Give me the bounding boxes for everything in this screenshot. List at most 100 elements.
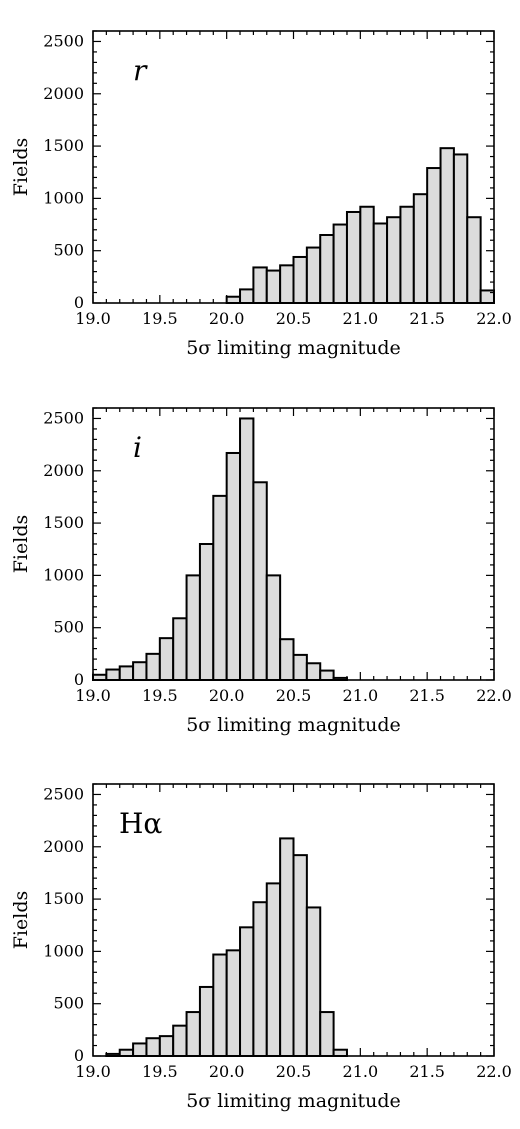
y-tick-label: 500 — [53, 618, 84, 637]
x-axis-title: 5σ limiting magnitude — [186, 337, 401, 359]
x-tick-label: 21.5 — [409, 1062, 445, 1081]
histogram-bar — [252, 266, 268, 304]
panel-label: Hα — [119, 807, 162, 840]
histogram-bar — [225, 949, 242, 1057]
histogram-bar — [198, 985, 215, 1058]
x-tick-label: 20.5 — [276, 686, 312, 705]
y-tick-label: 2000 — [43, 837, 84, 856]
histogram-bar — [118, 665, 135, 682]
y-tick-label: 1000 — [43, 565, 84, 584]
histogram-bar — [279, 837, 295, 1058]
x-tick-label: 19.0 — [75, 309, 111, 328]
histogram-bar — [466, 216, 482, 304]
histogram-bar — [252, 481, 268, 681]
histogram-panel-3: 19.0 19.5 20.0 20.5 21.0 21.5 22.0 0 500 1000 1500… — [10, 783, 512, 1112]
histogram-bar — [279, 264, 295, 305]
histogram-bar — [305, 662, 322, 681]
x-tick-label: 21.0 — [343, 1062, 379, 1081]
y-axis-title: Fields — [10, 138, 32, 197]
y-tick-label: 2500 — [43, 784, 84, 803]
x-tick-label: 21.5 — [409, 686, 445, 705]
y-tick-label: 0 — [74, 1046, 84, 1065]
histogram-bar — [319, 669, 335, 681]
histogram-bar — [265, 574, 282, 682]
histogram-bar — [158, 1035, 175, 1057]
histogram-bar — [359, 205, 375, 304]
histogram-bar — [185, 1011, 201, 1057]
histogram-bar — [319, 1011, 335, 1057]
x-tick-label: 21.5 — [409, 309, 445, 328]
histogram-bar — [225, 451, 242, 681]
x-tick-label: 20.0 — [209, 309, 245, 328]
histogram-bar — [132, 1042, 148, 1058]
y-tick-label: 1500 — [43, 889, 84, 908]
y-tick-label: 0 — [74, 670, 84, 689]
histogram-bar — [239, 926, 255, 1057]
y-tick-label: 2000 — [43, 84, 84, 103]
y-tick-label: 500 — [53, 994, 84, 1013]
x-tick-label: 19.0 — [75, 686, 111, 705]
histogram-bar — [118, 1048, 135, 1057]
histogram-panel-1: 19.0 19.5 20.0 20.5 21.0 21.5 22.0 0 500 1000 1500… — [10, 30, 512, 359]
histogram-bar — [158, 637, 175, 682]
histogram-bar — [105, 668, 121, 681]
x-tick-label: 20.5 — [276, 1062, 312, 1081]
histogram-bar — [332, 1048, 348, 1057]
histogram-bar — [319, 234, 335, 304]
histogram-bar — [332, 223, 348, 305]
histogram-bar — [412, 193, 429, 304]
histogram-bar — [198, 543, 215, 681]
panel-label: i — [133, 431, 142, 464]
histogram-bar — [145, 1037, 161, 1057]
histogram-bar — [399, 205, 415, 304]
y-tick-label: 1500 — [43, 513, 84, 532]
histogram-bar — [239, 288, 255, 304]
y-axis-title: Fields — [10, 515, 32, 574]
x-tick-label: 19.5 — [142, 686, 178, 705]
histogram-bar — [279, 638, 295, 682]
y-tick-label: 2000 — [43, 461, 84, 480]
histogram-bar — [212, 494, 228, 681]
y-tick-label: 500 — [53, 241, 84, 260]
histogram-bar — [252, 901, 268, 1058]
histogram-bar — [292, 653, 308, 682]
histogram-bar — [265, 882, 282, 1058]
x-tick-label: 22.0 — [476, 309, 512, 328]
histogram-bar — [239, 417, 255, 681]
x-tick-label: 19.5 — [142, 1062, 178, 1081]
y-tick-label: 1000 — [43, 188, 84, 207]
histogram-bar — [265, 269, 282, 305]
y-tick-label: 1000 — [43, 941, 84, 960]
histogram-bar — [225, 295, 242, 305]
x-axis-title: 5σ limiting magnitude — [186, 1090, 401, 1112]
histogram-bar — [292, 854, 308, 1058]
y-tick-label: 2500 — [43, 408, 84, 427]
histogram-bar — [132, 661, 148, 682]
histogram-bar — [345, 210, 362, 304]
histogram-bar — [145, 652, 161, 681]
histogram-panel-2: 19.0 19.5 20.0 20.5 21.0 21.5 22.0 0 500 1000 1500… — [10, 407, 512, 736]
x-tick-label: 20.0 — [209, 686, 245, 705]
histogram-bar — [439, 147, 455, 304]
x-tick-label: 19.5 — [142, 309, 178, 328]
x-tick-label: 20.5 — [276, 309, 312, 328]
panel-label: r — [133, 54, 148, 87]
y-tick-label: 2500 — [43, 31, 84, 50]
y-axis-title: Fields — [10, 891, 32, 950]
y-tick-label: 0 — [74, 293, 84, 312]
histogram-bar — [305, 246, 322, 305]
histogram-bar — [292, 255, 308, 305]
histogram-bar — [305, 906, 322, 1058]
histogram-bar — [172, 617, 188, 681]
x-tick-label: 19.0 — [75, 1062, 111, 1081]
histogram-bar — [172, 1024, 188, 1057]
x-tick-label: 22.0 — [476, 1062, 512, 1081]
x-tick-label: 21.0 — [343, 686, 379, 705]
histogram-bar — [185, 574, 201, 682]
histogram-bar — [386, 216, 402, 304]
histogram-bar — [426, 167, 442, 304]
x-axis-title: 5σ limiting magnitude — [186, 714, 401, 736]
histogram-bar — [452, 153, 469, 304]
x-tick-label: 21.0 — [343, 309, 379, 328]
